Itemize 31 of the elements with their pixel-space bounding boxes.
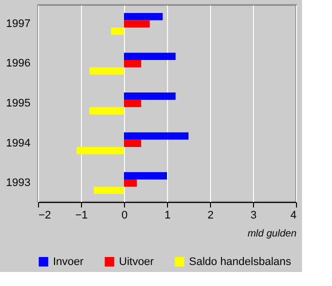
bar [94, 186, 124, 194]
x-tick-label: −1 [75, 210, 88, 222]
bar [124, 52, 176, 60]
bar [76, 146, 124, 154]
bar [124, 20, 150, 28]
x-tick-label: 4 [290, 210, 296, 222]
bar [124, 179, 137, 187]
bar [124, 60, 142, 68]
x-tick-label: −2 [38, 210, 52, 222]
legend-label: Saldo handelsbalans [189, 256, 292, 268]
x-axis-title: mld gulden [248, 228, 297, 240]
bar [124, 100, 142, 108]
bar [90, 107, 124, 114]
bar [124, 12, 163, 20]
bar [124, 92, 176, 100]
bar [124, 140, 142, 147]
x-tick-label: 3 [250, 210, 257, 222]
y-tick-label: 1997 [6, 18, 30, 30]
x-tick-label: 1 [164, 210, 171, 222]
bar [90, 67, 124, 75]
bar [111, 28, 124, 35]
y-tick-label: 1996 [6, 58, 30, 70]
x-tick-label: 2 [207, 210, 214, 222]
legend-label: Invoer [53, 256, 84, 268]
x-tick-label: 0 [121, 210, 128, 222]
y-tick-label: 1993 [6, 177, 30, 190]
y-tick-label: 1994 [6, 137, 30, 150]
legend-label: Uitvoer [119, 256, 154, 268]
bar [124, 172, 167, 180]
bar [124, 132, 188, 140]
y-tick-label: 1995 [6, 98, 30, 110]
